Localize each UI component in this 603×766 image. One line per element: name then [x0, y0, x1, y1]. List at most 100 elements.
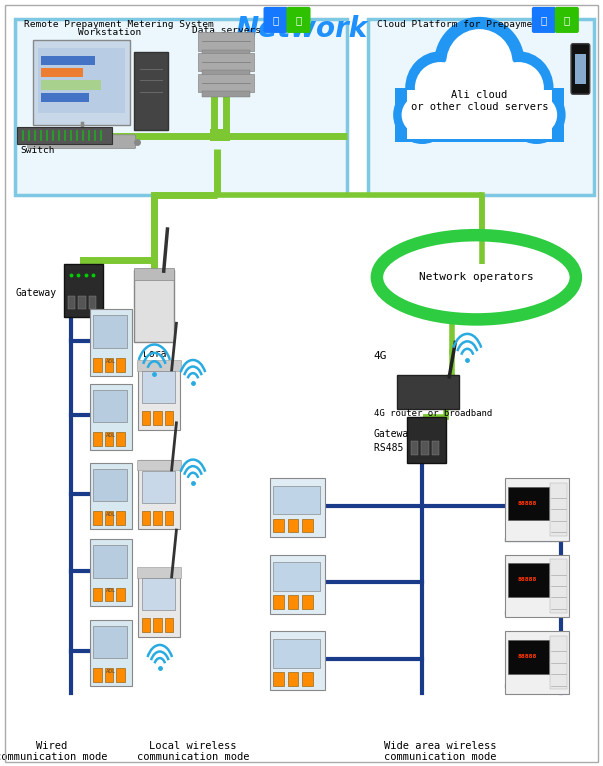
FancyBboxPatch shape: [550, 636, 567, 689]
Text: Gateway: Gateway: [374, 429, 415, 440]
Ellipse shape: [405, 51, 475, 125]
Ellipse shape: [508, 86, 566, 144]
FancyBboxPatch shape: [134, 52, 168, 130]
FancyBboxPatch shape: [93, 668, 102, 682]
FancyBboxPatch shape: [508, 486, 549, 520]
Text: 支: 支: [273, 15, 279, 25]
FancyBboxPatch shape: [105, 511, 113, 525]
Text: Wide area wireless
communication mode: Wide area wireless communication mode: [384, 741, 496, 762]
FancyBboxPatch shape: [41, 56, 95, 65]
FancyBboxPatch shape: [555, 7, 579, 33]
FancyBboxPatch shape: [397, 375, 459, 409]
FancyBboxPatch shape: [41, 80, 101, 90]
FancyBboxPatch shape: [532, 7, 556, 33]
FancyBboxPatch shape: [38, 48, 125, 113]
FancyBboxPatch shape: [93, 390, 127, 422]
FancyBboxPatch shape: [210, 129, 230, 141]
Text: ADL: ADL: [106, 358, 116, 364]
FancyBboxPatch shape: [137, 460, 181, 470]
FancyBboxPatch shape: [153, 618, 162, 632]
FancyBboxPatch shape: [90, 620, 132, 686]
Text: Switch: Switch: [20, 146, 54, 155]
Text: 支: 支: [541, 15, 547, 25]
Text: 88888: 88888: [518, 501, 537, 506]
FancyBboxPatch shape: [93, 588, 102, 601]
FancyBboxPatch shape: [138, 460, 180, 529]
FancyBboxPatch shape: [138, 361, 180, 430]
FancyBboxPatch shape: [202, 50, 250, 56]
Ellipse shape: [434, 17, 525, 109]
FancyBboxPatch shape: [15, 19, 347, 195]
FancyBboxPatch shape: [153, 411, 162, 425]
FancyBboxPatch shape: [508, 563, 549, 597]
FancyBboxPatch shape: [302, 595, 313, 609]
FancyBboxPatch shape: [165, 411, 173, 425]
FancyBboxPatch shape: [288, 519, 298, 532]
FancyBboxPatch shape: [505, 631, 569, 694]
Text: Local wireless
communication mode: Local wireless communication mode: [137, 741, 249, 762]
FancyBboxPatch shape: [550, 559, 567, 613]
Ellipse shape: [466, 46, 529, 110]
FancyBboxPatch shape: [273, 595, 284, 609]
Text: Network: Network: [235, 15, 368, 43]
FancyBboxPatch shape: [105, 358, 113, 372]
FancyBboxPatch shape: [288, 595, 298, 609]
Text: 4G router or broadband: 4G router or broadband: [374, 409, 492, 418]
FancyBboxPatch shape: [41, 93, 89, 102]
FancyBboxPatch shape: [142, 618, 150, 632]
FancyBboxPatch shape: [273, 486, 320, 515]
FancyBboxPatch shape: [421, 441, 429, 455]
Text: 88888: 88888: [518, 654, 537, 659]
Text: ADL: ADL: [106, 588, 116, 594]
FancyBboxPatch shape: [28, 135, 136, 149]
FancyBboxPatch shape: [93, 358, 102, 372]
FancyBboxPatch shape: [93, 469, 127, 501]
Text: ADL: ADL: [106, 433, 116, 438]
FancyBboxPatch shape: [116, 668, 125, 682]
Ellipse shape: [438, 55, 484, 101]
FancyBboxPatch shape: [142, 411, 150, 425]
FancyBboxPatch shape: [505, 555, 569, 617]
FancyBboxPatch shape: [273, 562, 320, 591]
Text: Cloud Platform for Prepayment: Cloud Platform for Prepayment: [377, 20, 544, 29]
FancyBboxPatch shape: [90, 384, 132, 450]
FancyBboxPatch shape: [116, 511, 125, 525]
FancyBboxPatch shape: [368, 19, 594, 195]
Text: RS485 Bus: RS485 Bus: [374, 443, 427, 453]
FancyBboxPatch shape: [33, 40, 130, 125]
FancyBboxPatch shape: [78, 296, 86, 309]
FancyBboxPatch shape: [165, 618, 173, 632]
FancyBboxPatch shape: [270, 631, 325, 690]
FancyBboxPatch shape: [105, 588, 113, 601]
FancyBboxPatch shape: [165, 511, 173, 525]
Ellipse shape: [393, 86, 451, 144]
FancyBboxPatch shape: [116, 588, 125, 601]
FancyBboxPatch shape: [142, 470, 175, 503]
Text: · · ·: · · ·: [288, 558, 309, 572]
Text: 4G: 4G: [374, 351, 387, 362]
Text: Data servers: Data servers: [192, 26, 260, 35]
FancyBboxPatch shape: [93, 545, 127, 578]
FancyBboxPatch shape: [142, 578, 175, 611]
FancyBboxPatch shape: [202, 91, 250, 97]
FancyBboxPatch shape: [93, 316, 127, 348]
FancyBboxPatch shape: [505, 478, 569, 541]
FancyBboxPatch shape: [134, 270, 174, 342]
Text: Remote Prepayment Metering System: Remote Prepayment Metering System: [24, 20, 214, 29]
Ellipse shape: [493, 62, 544, 114]
FancyBboxPatch shape: [105, 432, 113, 446]
FancyBboxPatch shape: [288, 672, 298, 686]
FancyBboxPatch shape: [198, 32, 254, 51]
Text: Workstation: Workstation: [78, 28, 142, 38]
Text: Ali cloud
or other cloud servers: Ali cloud or other cloud servers: [411, 90, 548, 112]
Ellipse shape: [484, 51, 554, 125]
FancyBboxPatch shape: [407, 90, 552, 139]
FancyBboxPatch shape: [395, 88, 564, 142]
FancyBboxPatch shape: [411, 441, 418, 455]
FancyBboxPatch shape: [138, 568, 180, 637]
FancyBboxPatch shape: [93, 511, 102, 525]
FancyBboxPatch shape: [302, 672, 313, 686]
FancyBboxPatch shape: [116, 358, 125, 372]
Ellipse shape: [446, 29, 513, 97]
FancyBboxPatch shape: [407, 417, 446, 463]
